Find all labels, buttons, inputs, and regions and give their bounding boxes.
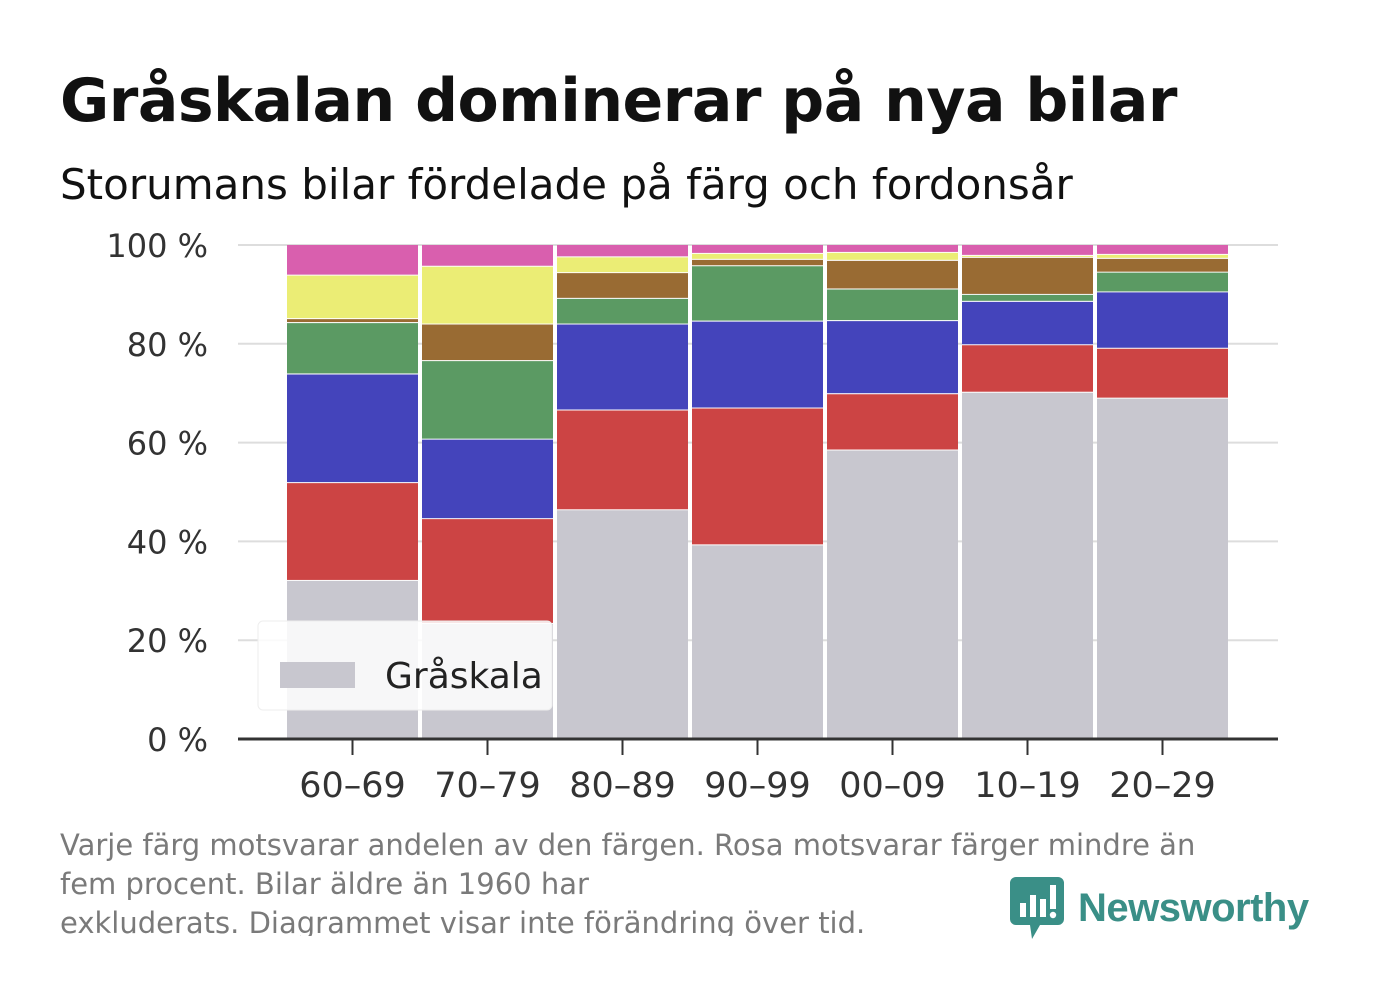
newsworthy-logo-icon: [1010, 877, 1064, 939]
bar-segment: [422, 438, 553, 519]
bar-segment: [557, 323, 688, 410]
x-axis: 60–69 70–79 80–89 90–99 00–09 10–19 20–29: [238, 737, 1278, 806]
bar-segment: [827, 251, 958, 260]
chart-subtitle: Storumans bilar fördelade på färg och fo…: [60, 160, 1073, 209]
bar-segment: [962, 300, 1093, 345]
brand-logo: Newsworthy: [1010, 876, 1309, 940]
x-tick-label: 70–79: [434, 766, 541, 806]
bar-segment: [692, 245, 823, 253]
bar-segment: [962, 344, 1093, 392]
bar-segment: [287, 322, 418, 374]
chart-title: Gråskalan dominerar på nya bilar: [60, 66, 1178, 136]
stacked-bar-chart: 0 % 20 % 40 % 60 % 80 % 100 % 60–69 70–79 80–89…: [106, 227, 1278, 806]
bar-segment: [557, 409, 688, 510]
bar-segment: [827, 245, 958, 252]
bar-segment: [962, 256, 1093, 294]
y-tick-label: 20 %: [127, 622, 208, 660]
legend-swatch: [280, 662, 355, 688]
bar-segment: [692, 265, 823, 321]
bar-segment: [287, 274, 418, 319]
bar-segment: [962, 293, 1093, 301]
y-axis-ticks: 0 % 20 % 40 % 60 % 80 % 100 %: [106, 227, 208, 759]
bar-segment: [557, 245, 688, 257]
legend-label: Gråskala: [385, 656, 543, 697]
bar-segment: [1097, 291, 1228, 348]
bar-segment: [827, 259, 958, 289]
x-tick-label: 80–89: [569, 766, 676, 806]
bar-segment: [287, 482, 418, 580]
bar-segment: [827, 393, 958, 450]
bar-segment: [422, 323, 553, 361]
legend: Gråskala: [257, 620, 553, 711]
footnote-line-2: fem procent. Bilar äldre än 1960 har: [60, 867, 589, 901]
bar-segment: [557, 272, 688, 298]
bar-segment: [287, 245, 418, 275]
bar-segment: [827, 288, 958, 321]
x-tick-label: 10–19: [974, 766, 1081, 806]
bar-segment: [557, 297, 688, 324]
bar-segment: [1097, 271, 1228, 292]
bar-segment: [962, 245, 1093, 255]
bar-segment: [1097, 347, 1228, 398]
y-tick-label: 100 %: [106, 227, 208, 265]
bar-segment: [827, 449, 958, 739]
bar-segment: [1097, 245, 1228, 254]
y-tick-label: 80 %: [127, 326, 208, 364]
bar-segment: [287, 318, 418, 323]
bar-segment: [692, 320, 823, 408]
bar-segment: [287, 373, 418, 483]
bar-segment: [1097, 397, 1228, 739]
x-tick-label: 90–99: [704, 766, 811, 806]
bar-segment: [422, 245, 553, 266]
bar-segment: [557, 256, 688, 273]
x-tick-label: 60–69: [299, 766, 406, 806]
bar-segment: [827, 320, 958, 394]
footnote-line-3: exkluderats. Diagrammet visar inte förän…: [60, 906, 866, 936]
y-tick-label: 40 %: [127, 523, 208, 561]
x-tick-label: 00–09: [839, 766, 946, 806]
bar-segment: [557, 509, 688, 739]
bar-segment: [962, 391, 1093, 739]
bar-segment: [422, 518, 553, 623]
x-tick-label: 20–29: [1109, 766, 1216, 806]
bar-segment: [692, 258, 823, 266]
bar-segment: [692, 407, 823, 545]
footnote-line-1: Varje färg motsvarar andelen av den färg…: [60, 828, 1196, 862]
bar-segment: [1097, 253, 1228, 258]
bar-segment: [692, 544, 823, 739]
bar-segment: [422, 360, 553, 439]
bar-segment: [1097, 257, 1228, 272]
brand-name: Newsworthy: [1078, 885, 1309, 930]
y-tick-label: 60 %: [127, 425, 208, 463]
y-tick-label: 0 %: [147, 721, 208, 759]
bar-segment: [692, 252, 823, 259]
bar-segment: [422, 265, 553, 324]
footnote: Varje färg motsvarar andelen av den färg…: [60, 826, 1310, 936]
